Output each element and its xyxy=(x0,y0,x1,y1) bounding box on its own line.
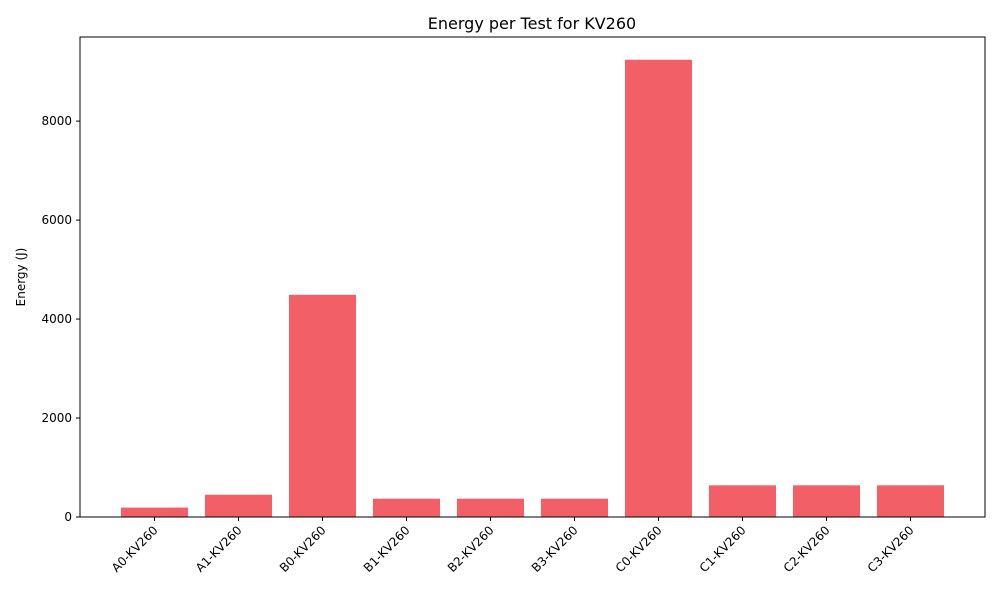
y-tick-label: 4000 xyxy=(41,312,72,326)
x-tick-label: C0-KV260 xyxy=(613,523,665,575)
x-tick-label: C2-KV260 xyxy=(781,523,833,575)
plot-area: 0 2000 4000 6000 8000 A0-KV260 A1-KV260 B0-KV26… xyxy=(41,37,985,575)
y-tick-label: 0 xyxy=(64,510,72,524)
x-tick-label: B1-KV260 xyxy=(361,523,413,575)
plot-frame xyxy=(80,37,985,517)
x-tick-label: B2-KV260 xyxy=(445,523,497,575)
bar-B0-KV260 xyxy=(289,295,356,517)
x-tick-label: B3-KV260 xyxy=(529,523,581,575)
bar-C3-KV260 xyxy=(877,485,944,517)
chart-title: Energy per Test for KV260 xyxy=(428,14,636,33)
y-tick-label: 2000 xyxy=(41,411,72,425)
y-tick-label: 6000 xyxy=(41,213,72,227)
bar-B3-KV260 xyxy=(541,499,608,517)
bar-A0-KV260 xyxy=(121,508,188,517)
x-tick-label: C1-KV260 xyxy=(697,523,749,575)
bar-C0-KV260 xyxy=(625,60,692,517)
y-tick-label: 8000 xyxy=(41,114,72,128)
bar-B1-KV260 xyxy=(373,499,440,517)
bar-B2-KV260 xyxy=(457,499,524,517)
bar-A1-KV260 xyxy=(205,495,272,517)
y-axis-label: Energy (J) xyxy=(14,248,28,307)
bar-C1-KV260 xyxy=(709,485,776,517)
x-tick-label: A0-KV260 xyxy=(109,523,161,575)
bar-C2-KV260 xyxy=(793,485,860,517)
x-tick-label: B0-KV260 xyxy=(277,523,329,575)
x-tick-label: C3-KV260 xyxy=(865,523,917,575)
x-tick-label: A1-KV260 xyxy=(193,523,245,575)
